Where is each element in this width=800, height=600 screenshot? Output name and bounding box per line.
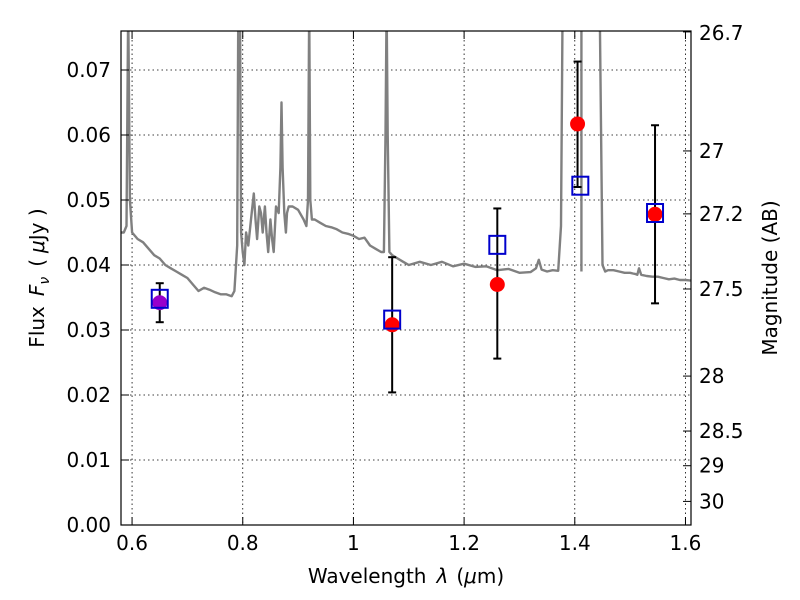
x-tick-label: 1.6 [670,531,702,555]
observed-point [489,277,505,292]
y-tick-label: 0.05 [66,188,111,212]
x-axis-label-main: Wavelength [308,564,427,588]
x-tick-label: 0.8 [227,531,259,555]
model-square-marker [646,203,665,223]
y-axis-label: Flux Fν ( μJy ) [25,208,53,347]
mag-tick-label: 27.5 [699,277,744,301]
x-tick-label: 1.2 [448,531,480,555]
mag-tick-label: 26.7 [699,21,744,45]
x-tick-label: 1.4 [559,531,591,555]
observed-point [384,317,400,333]
x-tick-label: 0.6 [116,531,148,555]
observed-point [570,116,586,132]
y-axis-label-sub: ν [37,277,53,285]
ticks: 0.8 1 1.2 1.4 1.6 0.60.00 0.01 0.02 0.03 0.04 0.05… [66,21,743,555]
plot-frame [120,30,692,526]
observed-point-purple [152,295,168,311]
mag-tick-label: 27 [699,139,724,163]
mag-tick-label: 29 [699,454,724,478]
y-tick-label: 0.04 [66,253,111,277]
mag-tick-label: 30 [699,489,724,513]
y-tick-label: 0.07 [66,58,111,82]
x-axis-label-unit-rest: m) [477,564,504,588]
y2-axis-label: Magnitude (AB) [758,200,782,355]
observed-point [647,206,663,222]
model-square-marker [571,175,590,196]
mag-tick-label: 28 [699,364,724,388]
x-tick-label: 1 [347,531,360,555]
model-points [150,175,665,330]
y-tick-label: 0.03 [66,318,111,342]
x-axis-label: Wavelength λ (μm) [308,564,504,588]
x-axis-label-var: λ [435,564,448,588]
y-axis-label-main: Flux [25,306,49,348]
model-square-marker [383,309,402,330]
x-axis-label-unit-mu: μ [463,564,477,588]
y-axis-label-var: F [25,284,49,296]
y-tick-label: 0.06 [66,123,111,147]
y-axis-label-unit-open: ( [25,259,49,267]
model-square-marker [150,288,169,309]
error-bars [155,60,660,394]
y-tick-label: 0.01 [66,448,111,472]
y-axis-label-unit-mu: μ [25,240,49,254]
y-axis-label-unit-rest: Jy ) [25,208,49,242]
mag-tick-label: 28.5 [699,419,744,443]
data-points [152,116,663,333]
y-tick-label: 0.00 [66,513,111,537]
template-spectrum-line [121,31,691,298]
mag-tick-label: 27.2 [699,202,744,226]
grid [121,31,691,525]
y-tick-label: 0.02 [66,383,111,407]
x-axis-label-unit-open: ( [456,564,464,588]
model-square-marker [488,234,507,255]
